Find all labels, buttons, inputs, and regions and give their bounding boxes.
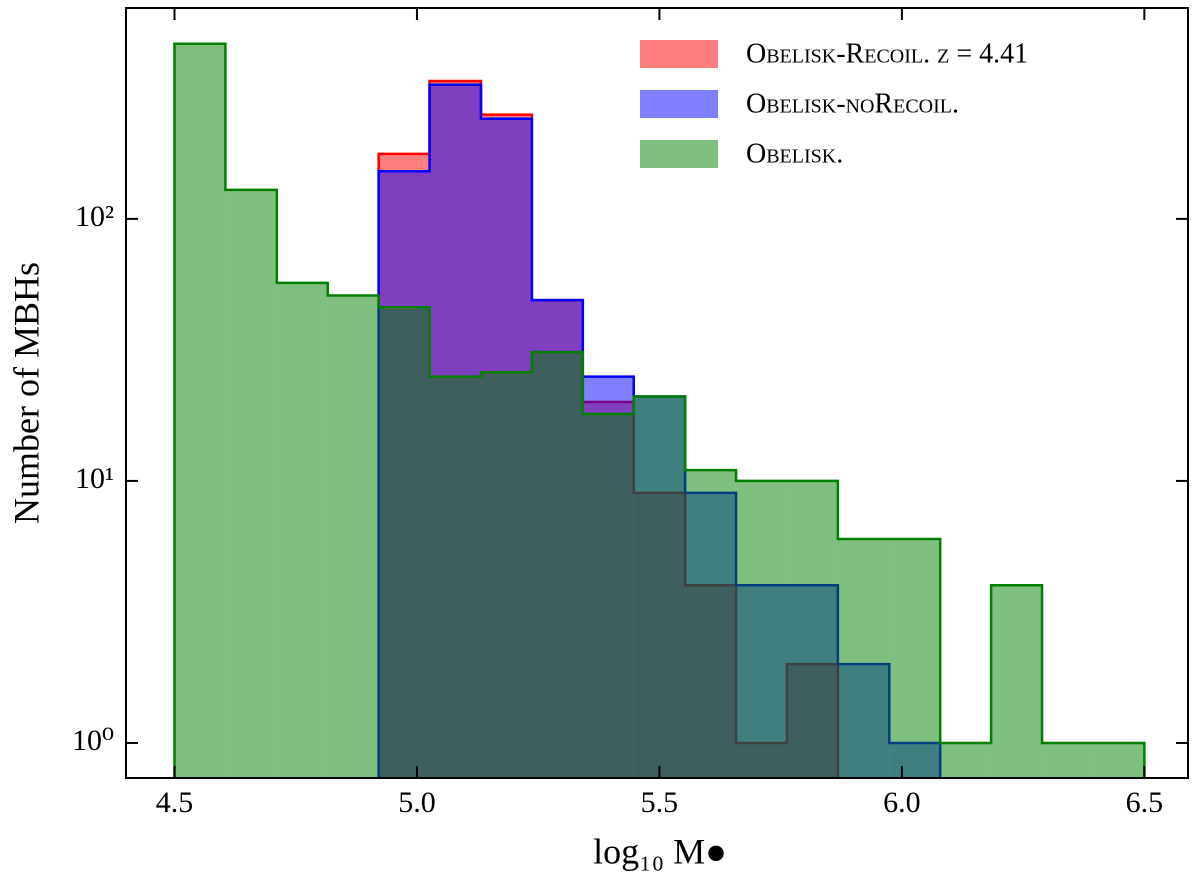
bar [429,376,481,778]
bar [786,480,838,778]
bar [940,742,992,778]
y-axis-label: Number of MBHs [6,262,46,524]
legend-label: Obelisk. [746,138,843,169]
legend-label: Obelisk-Recoil. z = 4.41 [746,38,1028,69]
bar [327,295,379,778]
legend-swatch [640,90,718,118]
bar [685,470,737,778]
histogram-outline [173,42,1146,778]
x-tick-label: 6.5 [1126,786,1164,819]
legend-label: Obelisk-noRecoil. [746,88,959,119]
bar [276,282,328,778]
bar [378,307,430,778]
y-tick-label: 10² [75,200,114,233]
bar [1042,742,1094,778]
bar [889,539,941,778]
bar [480,372,532,778]
bar [991,585,1043,778]
bar [736,480,787,778]
legend-swatch [640,40,718,68]
bar [1093,742,1145,778]
bar [582,414,634,778]
y-tick-label: 10⁰ [72,724,114,757]
legend-swatch [640,140,718,168]
x-tick-label: 5.0 [398,786,436,819]
bar [225,189,277,778]
bar [531,352,583,778]
plot-frame [125,7,1189,779]
y-tick-label: 10¹ [75,462,114,495]
x-tick-label: 5.5 [641,786,679,819]
x-tick-label: 6.0 [883,786,921,819]
bar [633,396,686,778]
bar [837,539,890,778]
bar [174,43,226,779]
x-axis-label: log₁₀ M● [593,831,727,871]
x-tick-label: 4.5 [156,786,194,819]
